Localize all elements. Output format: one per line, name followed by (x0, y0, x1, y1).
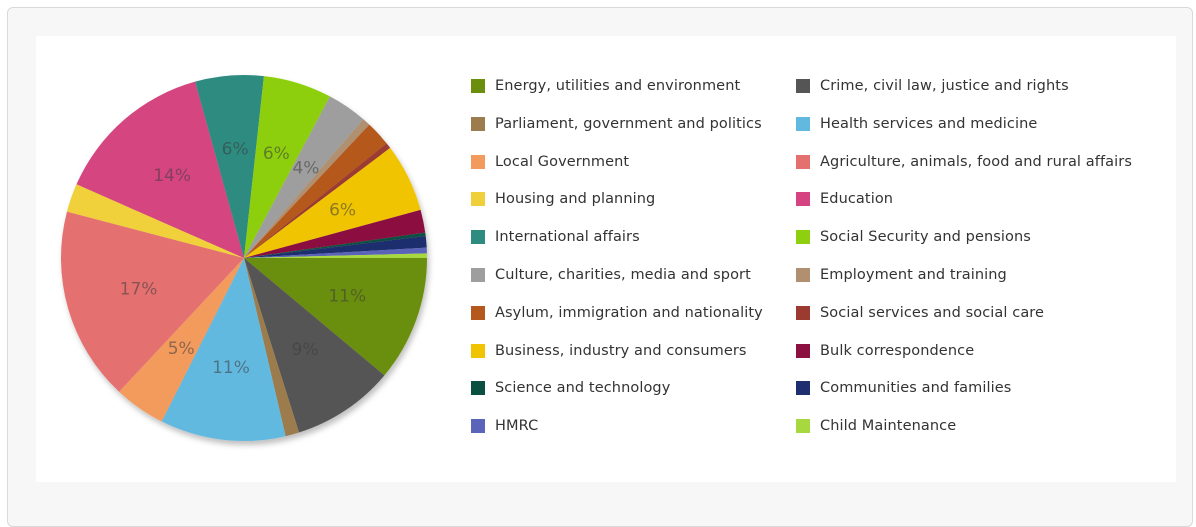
legend-swatch (471, 343, 485, 358)
legend-label: Agriculture, animals, food and rural aff… (820, 153, 1132, 170)
slice-label-1: 9% (292, 340, 319, 360)
legend-label: Energy, utilities and environment (495, 78, 741, 94)
legend-item[interactable]: Parliament, government and politics (471, 109, 762, 139)
legend-item[interactable]: Local Government (471, 147, 629, 177)
pie-chart: 11%9%11%5%17%14%6% 6%4%6% (60, 75, 427, 442)
slice-label-10: 4% (292, 158, 319, 178)
pie-slice-4[interactable] (119, 258, 244, 422)
legend-label: Business, industry and consumers (495, 342, 747, 359)
legend-swatch (796, 79, 810, 93)
legend-label: Parliament, government and politics (495, 115, 762, 132)
slice-label-7: 14% (153, 166, 191, 186)
pie-slice-17[interactable] (244, 236, 427, 258)
legend-item[interactable]: Science and technology (471, 373, 670, 403)
legend-item[interactable]: HMRC (471, 411, 538, 441)
legend-swatch (796, 116, 810, 131)
legend-label: Asylum, immigration and nationality (495, 304, 763, 321)
legend-swatch (471, 230, 485, 245)
pie-slice-10[interactable] (244, 96, 364, 258)
pie-slice-13[interactable] (244, 143, 391, 258)
legend-label: Child Maintenance (820, 418, 957, 435)
pie-slice-3[interactable] (161, 258, 286, 442)
pie-slice-14[interactable] (244, 147, 421, 258)
legend-item[interactable]: Employment and training (796, 260, 1007, 290)
legend-swatch (471, 305, 485, 320)
legend-label: Housing and planning (495, 191, 656, 208)
legend-item[interactable]: Agriculture, animals, food and rural aff… (796, 147, 1132, 177)
legend-swatch (471, 192, 485, 207)
slice-label-14: 6% (329, 201, 356, 221)
legend-item[interactable]: Education (796, 184, 893, 214)
pie-slice-15[interactable] (244, 209, 426, 258)
pie-slice-11[interactable] (244, 119, 370, 258)
legend-label: Local Government (495, 153, 630, 170)
legend-swatch (796, 154, 810, 169)
pie-slice-8[interactable] (195, 75, 264, 258)
legend-swatch (796, 230, 810, 245)
legend-item[interactable]: Housing and planning (471, 184, 655, 214)
legend-swatch (471, 381, 485, 396)
pie-slice-5[interactable] (60, 211, 244, 392)
legend-item[interactable]: Asylum, immigration and nationality (471, 298, 763, 328)
legend-item[interactable]: Culture, charities, media and sport (471, 260, 751, 290)
slice-label-8: 6% (222, 140, 249, 160)
legend-item[interactable]: Social Security and pensions (796, 222, 1031, 252)
legend-label: Education (820, 191, 894, 208)
pie-slice-1[interactable] (244, 258, 385, 433)
legend-item[interactable]: Bulk correspondence (796, 336, 974, 366)
pie-slice-2[interactable] (244, 258, 300, 437)
legend-item[interactable]: Health services and medicine (796, 109, 1037, 139)
legend-swatch (796, 419, 810, 434)
legend-swatch (796, 305, 810, 320)
legend-swatch (796, 268, 810, 282)
pie-slice-7[interactable] (76, 81, 245, 259)
legend-item[interactable]: Crime, civil law, justice and rights (796, 71, 1069, 101)
legend-swatch (796, 343, 810, 358)
legend-swatch (796, 192, 810, 207)
legend-label: HMRC (495, 418, 539, 435)
legend-item[interactable]: Child Maintenance (796, 411, 956, 441)
legend-swatch (471, 154, 485, 169)
pie-slice-12[interactable] (244, 124, 387, 258)
slice-label-5: 17% (120, 280, 158, 300)
legend-swatch (471, 79, 485, 93)
legend-label: Culture, charities, media and sport (495, 267, 751, 283)
slice-label-4: 5% (168, 339, 195, 359)
legend-label: Employment and training (820, 267, 1007, 283)
legend-label: Social services and social care (820, 304, 1045, 321)
legend-label: Bulk correspondence (820, 342, 975, 359)
legend-label: International affairs (495, 229, 640, 246)
legend-label: Social Security and pensions (820, 229, 1031, 246)
pie-slice-19[interactable] (244, 253, 427, 258)
legend-item[interactable]: Communities and families (796, 373, 1011, 403)
pie-slice-9[interactable] (244, 76, 330, 258)
slice-label-3: 11% (212, 358, 250, 378)
legend-item[interactable]: International affairs (471, 222, 640, 252)
legend-swatch (471, 268, 485, 282)
legend-item[interactable]: Business, industry and consumers (471, 336, 747, 366)
pie-slice-6[interactable] (66, 184, 245, 258)
legend-swatch (471, 419, 485, 434)
legend-swatch (796, 381, 810, 396)
legend-item[interactable]: Energy, utilities and environment (471, 71, 740, 101)
legend-label: Communities and families (820, 380, 1012, 397)
legend-item[interactable]: Social services and social care (796, 298, 1044, 328)
slice-label-9: 6% (263, 144, 290, 164)
pie-slice-16[interactable] (244, 232, 426, 258)
pie-slice-0[interactable] (244, 258, 427, 376)
legend-label: Science and technology (495, 380, 671, 397)
legend-label: Health services and medicine (820, 115, 1038, 132)
legend-swatch (471, 116, 485, 131)
pie-slice-18[interactable] (244, 247, 427, 258)
legend-label: Crime, civil law, justice and rights (820, 78, 1069, 94)
slice-label-0: 11% (328, 286, 366, 306)
chart-legend: Energy, utilities and environment Crime, … (471, 71, 1191, 451)
